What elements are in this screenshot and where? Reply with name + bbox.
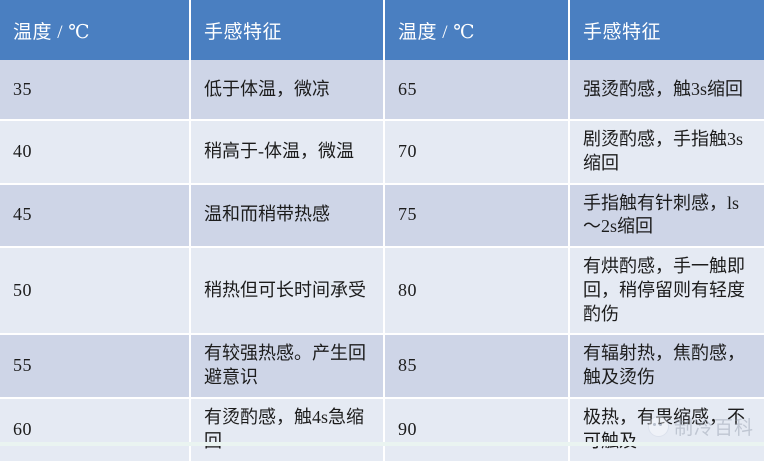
column-header-temperature-right: 温度 / ℃ bbox=[384, 0, 570, 60]
cell-hand-feel-right: 有烘酌感，手一触即回，稍停留则有轻度酌伤 bbox=[569, 247, 764, 336]
cell-temperature-left: 60 bbox=[0, 397, 191, 461]
cell-hand-feel-left: 有烫酌感，触4s急缩回 bbox=[190, 397, 385, 461]
cell-temperature-left: 50 bbox=[0, 247, 191, 336]
table-header: 温度 / ℃ 手感特征 温度 / ℃ 手感特征 bbox=[0, 0, 764, 60]
cell-temperature-right: 90 bbox=[384, 397, 570, 461]
cell-hand-feel-right: 剧烫酌感，手指触3s缩回 bbox=[569, 120, 764, 185]
column-header-hand-feel-left: 手感特征 bbox=[190, 0, 385, 60]
cell-hand-feel-right: 极热，有畏缩感，不可触及 bbox=[569, 397, 764, 461]
column-header-temperature-left: 温度 / ℃ bbox=[0, 0, 191, 60]
cell-hand-feel-left: 低于体温，微凉 bbox=[190, 60, 385, 121]
bottom-divider bbox=[0, 442, 764, 446]
table-row: 45 温和而稍带热感 75 手指触有针刺感，ls～2s缩回 bbox=[0, 183, 764, 248]
cell-temperature-right: 75 bbox=[384, 183, 570, 248]
table-row: 55 有较强热感。产生回避意识 85 有辐射热，焦酌感，触及烫伤 bbox=[0, 334, 764, 399]
table-row: 40 稍高于-体温，微温 70 剧烫酌感，手指触3s缩回 bbox=[0, 120, 764, 185]
cell-hand-feel-right: 手指触有针刺感，ls～2s缩回 bbox=[569, 183, 764, 248]
column-header-hand-feel-right: 手感特征 bbox=[569, 0, 764, 60]
cell-hand-feel-left: 稍高于-体温，微温 bbox=[190, 120, 385, 185]
cell-temperature-right: 85 bbox=[384, 334, 570, 399]
table-row: 35 低于体温，微凉 65 强烫酌感，触3s缩回 bbox=[0, 60, 764, 121]
cell-hand-feel-left: 稍热但可长时间承受 bbox=[190, 247, 385, 336]
cell-temperature-left: 45 bbox=[0, 183, 191, 248]
table-header-row: 温度 / ℃ 手感特征 温度 / ℃ 手感特征 bbox=[0, 0, 764, 60]
table-row: 60 有烫酌感，触4s急缩回 90 极热，有畏缩感，不可触及 bbox=[0, 397, 764, 461]
cell-temperature-left: 40 bbox=[0, 120, 191, 185]
cell-hand-feel-left: 有较强热感。产生回避意识 bbox=[190, 334, 385, 399]
cell-temperature-left: 55 bbox=[0, 334, 191, 399]
cell-hand-feel-right: 强烫酌感，触3s缩回 bbox=[569, 60, 764, 121]
table-body: 35 低于体温，微凉 65 强烫酌感，触3s缩回 40 稍高于-体温，微温 70… bbox=[0, 60, 764, 461]
cell-temperature-right: 80 bbox=[384, 247, 570, 336]
table-row: 50 稍热但可长时间承受 80 有烘酌感，手一触即回，稍停留则有轻度酌伤 bbox=[0, 247, 764, 336]
cell-temperature-right: 65 bbox=[384, 60, 570, 121]
cell-hand-feel-left: 温和而稍带热感 bbox=[190, 183, 385, 248]
cell-hand-feel-right: 有辐射热，焦酌感，触及烫伤 bbox=[569, 334, 764, 399]
cell-temperature-left: 35 bbox=[0, 60, 191, 121]
cell-temperature-right: 70 bbox=[384, 120, 570, 185]
